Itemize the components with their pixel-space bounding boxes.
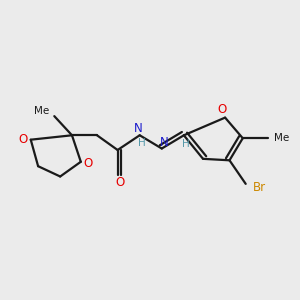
Text: H: H — [182, 139, 190, 148]
Text: Me: Me — [34, 106, 49, 116]
Text: H: H — [138, 138, 146, 148]
Text: Me: Me — [274, 133, 289, 143]
Text: Br: Br — [253, 181, 266, 194]
Text: N: N — [160, 136, 169, 148]
Text: O: O — [218, 103, 227, 116]
Text: O: O — [83, 157, 93, 170]
Text: O: O — [19, 133, 28, 146]
Text: N: N — [134, 122, 142, 135]
Text: O: O — [115, 176, 124, 189]
